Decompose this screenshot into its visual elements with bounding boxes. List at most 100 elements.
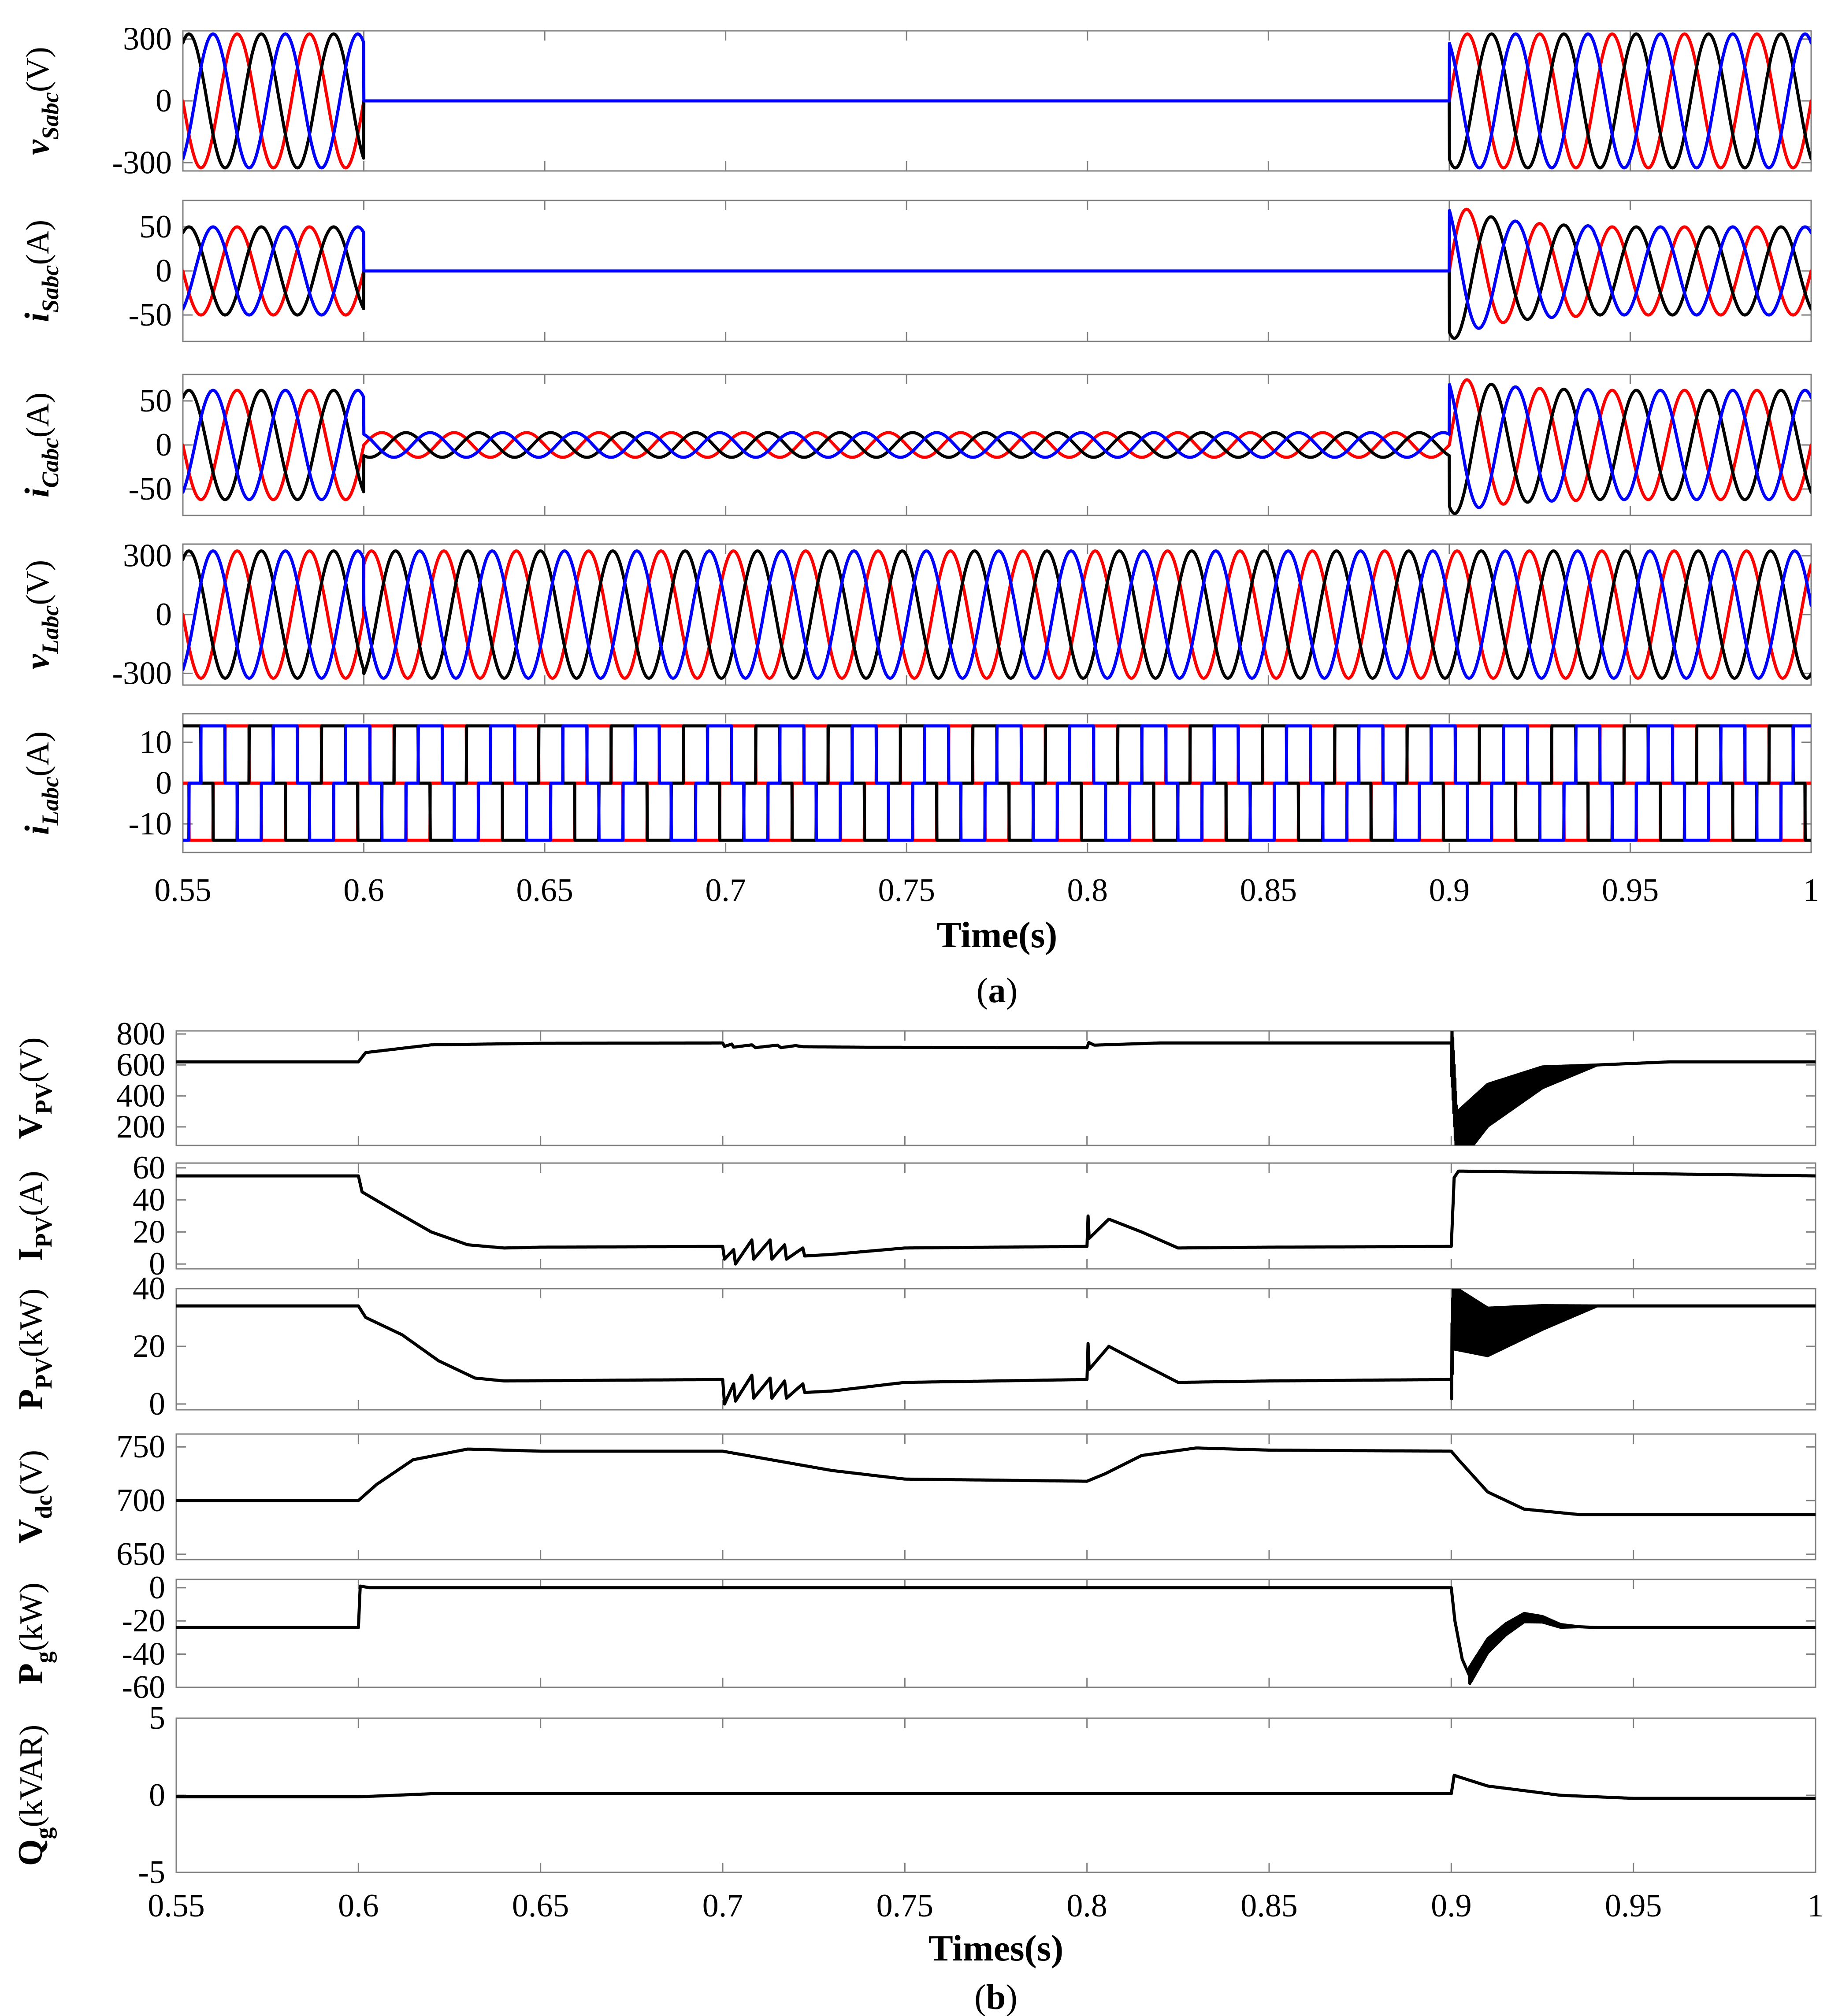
x-tick-label: 0.85 — [1240, 1888, 1298, 1924]
plot-frame — [175, 1162, 1816, 1270]
x-tick-label: 0.9 — [1431, 1888, 1472, 1924]
panel-Pg: 0-20-40-60 Pg(kW) — [11, 1570, 1816, 1705]
y-tick-label: 0 — [156, 765, 172, 801]
y-axis-label: vLabc(V) — [18, 560, 63, 669]
series-Ipv — [176, 1169, 1816, 1266]
traces — [176, 1289, 1816, 1406]
x-axis-label: Time(s) — [937, 915, 1058, 956]
panel-iC: 50 0 -50 iCabc(A) — [18, 374, 1812, 516]
series-vL-phase-a — [183, 549, 1811, 680]
series-iS-phase-c — [183, 209, 1811, 330]
series-Qg — [176, 1774, 1816, 1800]
y-tick-label: 400 — [116, 1078, 165, 1114]
series-iC-phase-c — [183, 383, 1811, 509]
plot-frame — [182, 543, 1812, 686]
chart-a: 300 0 -300 vSabc(V) 50 0 -50 iSabc(A) 50 0 -50 iCab… — [18, 21, 1820, 1010]
y-axis-label: IPV(A) — [11, 1171, 57, 1261]
panel-iL: 10 0 -10 iLabc(A) — [18, 713, 1812, 853]
figure-caption: (b) — [974, 1978, 1018, 2016]
x-tick-label: 0.9 — [1429, 872, 1470, 908]
x-axis-label: Times(s) — [928, 1928, 1063, 1969]
y-tick-label: 0 — [156, 427, 172, 463]
y-tick-label: 5 — [149, 1700, 165, 1736]
x-tick-label: 0.7 — [702, 1888, 743, 1924]
panel-Qg: 5 0 -5 Qg(kVAR) — [11, 1700, 1816, 1890]
plot-frame — [175, 1579, 1816, 1688]
y-tick-label: 20 — [133, 1328, 165, 1364]
plot-frame — [182, 374, 1812, 516]
y-tick-label: 10 — [139, 724, 172, 760]
panel-vL: 300 0 -300 vLabc(V) — [18, 538, 1812, 691]
x-tick-label: 0.8 — [1067, 872, 1108, 908]
y-axis-label: VPV(V) — [11, 1037, 57, 1139]
x-tick-label: 1 — [1808, 1888, 1824, 1924]
series-vL-phase-c — [183, 549, 1811, 680]
y-tick-label: -60 — [122, 1669, 165, 1705]
y-tick-label: 50 — [139, 383, 172, 419]
y-tick-label: 650 — [116, 1536, 165, 1572]
figure-caption: (a) — [977, 971, 1018, 1010]
x-tick-label: 0.65 — [512, 1888, 569, 1924]
y-tick-label: 0 — [149, 1386, 165, 1422]
y-tick-label: 0 — [156, 597, 172, 633]
y-axis-label: iCabc(A) — [18, 393, 63, 497]
traces — [183, 378, 1811, 515]
x-tick-label: 0.7 — [705, 872, 746, 908]
x-tick-label: 0.75 — [878, 872, 935, 908]
y-tick-label: -5 — [138, 1854, 165, 1890]
panel-Ppv: 40 20 0 PPV(kW) — [11, 1271, 1816, 1422]
chart-b: 800600400200VPV(V)6040200IPV(A)40200PPV(… — [11, 1016, 1824, 2016]
y-tick-label: 40 — [133, 1182, 165, 1218]
series-Ppv — [176, 1289, 1816, 1406]
x-tick-label: 0.6 — [338, 1888, 379, 1924]
series-Vdc — [176, 1446, 1816, 1516]
x-tick-label: 0.85 — [1240, 872, 1297, 908]
x-tick-label: 0.95 — [1602, 872, 1659, 908]
y-tick-label: -20 — [122, 1603, 165, 1639]
y-tick-label: 700 — [116, 1482, 165, 1519]
y-axis-label: vSabc(V) — [18, 47, 63, 155]
y-tick-label: -50 — [128, 297, 172, 333]
y-tick-label: 0 — [149, 1777, 165, 1813]
y-axis-label: iSabc(A) — [18, 220, 63, 322]
traces — [183, 549, 1811, 680]
series-vS-phase-c — [183, 32, 1811, 170]
panel-iS: 50 0 -50 iSabc(A) — [18, 200, 1812, 342]
y-tick-label: 600 — [116, 1047, 165, 1083]
y-tick-label: 0 — [156, 83, 172, 119]
x-tick-label: 0.75 — [876, 1888, 934, 1924]
y-tick-label: 750 — [116, 1429, 165, 1465]
y-tick-label: -300 — [112, 145, 172, 181]
x-tick-label: 1 — [1803, 872, 1820, 908]
traces — [176, 1584, 1816, 1685]
traces — [176, 1446, 1816, 1516]
y-tick-label: 200 — [116, 1109, 165, 1145]
series-Vpv — [176, 1031, 1816, 1145]
series-iL-phase-a — [183, 724, 1811, 842]
x-tick-label: 0.6 — [343, 872, 384, 908]
panel-vS: 300 0 -300 vSabc(V) — [18, 21, 1812, 181]
x-tick-label: 0.8 — [1066, 1888, 1107, 1924]
y-tick-label: 50 — [139, 209, 172, 245]
y-tick-label: 40 — [133, 1271, 165, 1307]
traces — [183, 208, 1811, 340]
x-tick-label: 0.95 — [1605, 1888, 1662, 1924]
y-tick-label: 800 — [116, 1016, 165, 1052]
x-tick-label: 0.55 — [148, 1888, 205, 1924]
y-axis-label: PPV(kW) — [11, 1289, 57, 1410]
traces — [176, 1169, 1816, 1266]
y-tick-label: 60 — [133, 1150, 165, 1186]
panel-Vdc: 750 700 650 Vdc(V) — [11, 1429, 1816, 1572]
series-vL-phase-b — [183, 549, 1811, 680]
series-iC-phase-a — [183, 378, 1811, 506]
y-tick-label: -10 — [128, 806, 172, 842]
y-tick-label: 300 — [123, 21, 172, 57]
y-tick-label: 0 — [149, 1246, 165, 1282]
traces — [176, 1031, 1816, 1145]
y-tick-label: 0 — [149, 1570, 165, 1606]
y-axis-label: Pg(kW) — [11, 1582, 57, 1684]
y-axis-label: iLabc(A) — [18, 731, 63, 835]
y-axis-label: Qg(kVAR) — [11, 1725, 57, 1866]
